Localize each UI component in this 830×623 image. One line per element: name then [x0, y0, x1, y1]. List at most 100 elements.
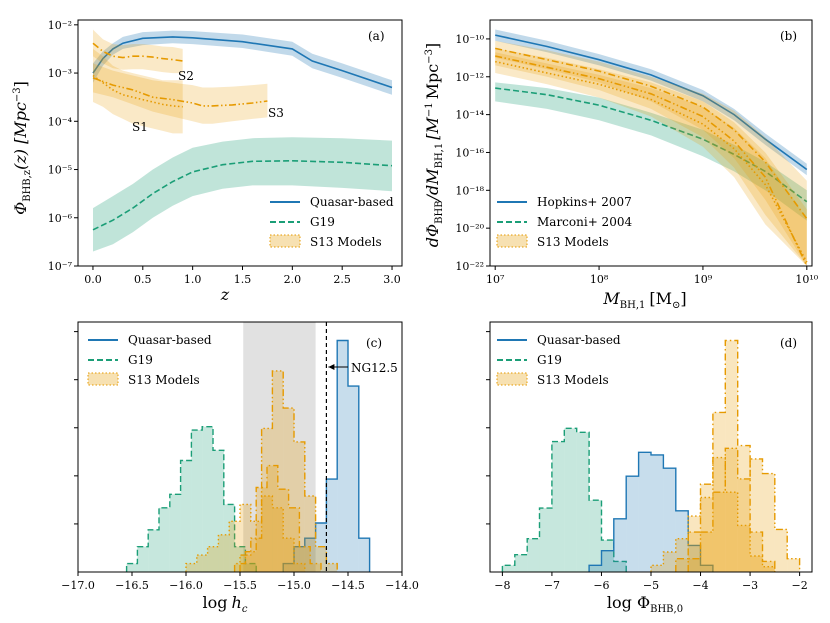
- legend-c-swatch-s13: [87, 372, 119, 386]
- ytick-label-b-6: 10⁻¹⁰: [455, 33, 484, 46]
- bar-d-g19-2: [527, 538, 540, 572]
- bar-c-g19-3: [159, 507, 170, 572]
- bar-c-g19-11: [245, 563, 257, 572]
- ytick-label-a-2: 10⁻⁵: [48, 164, 72, 177]
- line-b-hopkins-2007: [495, 34, 808, 171]
- bar-c-s13-dotted-10: [294, 563, 305, 572]
- xtick-label-c-5: −14.5: [331, 579, 365, 592]
- ytick-label-b-1: 10⁻²⁰: [455, 222, 484, 235]
- panel-a-ylabel: ΦBHB,z(z) [Mpc−3]: [11, 81, 33, 215]
- bar-c-s13-dotted-1: [196, 555, 208, 572]
- ng125-label: NG12.5: [351, 361, 398, 375]
- bar-d-s13-dashdot-6: [750, 532, 763, 572]
- xtick-label-d-5: −3: [742, 579, 758, 592]
- ytick-label-b-3: 10⁻¹⁶: [455, 146, 484, 159]
- plot-area-a: [92, 29, 393, 252]
- bar-c-s13-dashdotdot-7: [315, 546, 327, 572]
- legend-a-g19: G19: [310, 215, 335, 229]
- axes-frame-b: [489, 19, 813, 267]
- bar-c-s13-dashdot-4: [277, 489, 289, 572]
- legend-c-s13-models: S13 Models: [128, 373, 200, 387]
- legend-d-s13-models: S13 Models: [537, 373, 609, 387]
- bar-d-s13-dashdotdot-8: [787, 558, 800, 572]
- panel-d-density-histogram: −8 −7 −6 −5 −4 −3 −2 (d) Quasar-based G19 S13 …: [486, 321, 813, 615]
- ytick-label-a-3: 10⁻⁴: [48, 115, 73, 128]
- bar-d-s13-dashdotdot-3: [725, 448, 738, 572]
- bar-d-g19-5: [564, 428, 577, 572]
- legend-d: Quasar-based G19 S13 Models: [496, 333, 621, 387]
- panel-c-label: (c): [366, 336, 382, 350]
- line-a-quasar-based: [92, 36, 393, 89]
- ytick-label-b-5: 10⁻¹²: [455, 71, 484, 84]
- bar-d-s13-dashdotdot-4: [737, 478, 751, 572]
- shaded-region-c: [243, 322, 316, 572]
- xtick-label-c-4: −15.0: [277, 579, 311, 592]
- panel-a-label: (a): [368, 29, 385, 43]
- bar-c-s13-dashdot-5: [288, 507, 300, 572]
- series-c-g19: [125, 426, 257, 572]
- legend-a-s13-models: S13 Models: [310, 235, 382, 249]
- panel-b-label: (b): [780, 29, 797, 43]
- bar-d-s13-dotted-0: [651, 565, 664, 572]
- bar-d-quasar-based-9: [700, 565, 713, 572]
- xtick-label-a-0: 0.0: [84, 273, 102, 286]
- bar-d-s13-dotted-7: [737, 525, 751, 572]
- bar-c-s13-dotted-0: [186, 563, 197, 572]
- bar-d-quasar-based-6: [663, 468, 676, 572]
- xtick-label-c-3: −15.5: [223, 579, 257, 592]
- xtick-label-a-3: 1.5: [234, 273, 252, 286]
- legend-d-quasar-based: Quasar-based: [537, 333, 621, 347]
- bar-c-s13-dashdot-6: [299, 546, 311, 572]
- bar-d-s13-dotted-8: [750, 556, 763, 572]
- bar-c-g19-2: [148, 529, 159, 572]
- band-a-2: [93, 48, 183, 134]
- bar-d-s13-dashdot-7: [762, 561, 775, 572]
- bar-c-s13-dashdotdot-0: [240, 555, 251, 572]
- legend-d-swatch-s13: [496, 372, 528, 386]
- bar-d-g19-3: [539, 508, 552, 572]
- line-a-s2: [92, 42, 183, 62]
- band-b-1: [495, 82, 807, 221]
- annotation-s1: S1: [132, 120, 148, 134]
- bar-d-quasar-based-5: [651, 454, 664, 572]
- band-b-0: [495, 29, 807, 176]
- bar-d-s13-dotted-9: [762, 566, 775, 572]
- outline-c-s13-dashdotdot: [239, 370, 338, 572]
- xtick-label-d-6: −2: [792, 579, 808, 592]
- legend-b-s13-models: S13 Models: [537, 235, 609, 249]
- bar-c-s13-dashdotdot-5: [294, 441, 305, 572]
- bar-d-s13-dashdotdot-6: [762, 473, 775, 572]
- xtick-label-b-1: 10⁸: [590, 273, 609, 286]
- ng125-arrowhead: [328, 364, 335, 370]
- bar-c-g19-9: [223, 504, 235, 572]
- outline-d-g19: [501, 427, 627, 572]
- bar-d-s13-dashdotdot-7: [774, 529, 788, 572]
- xtick-label-b-0: 10⁷: [486, 273, 505, 286]
- band-b-4: [495, 48, 807, 266]
- bar-d-quasar-based-3: [626, 476, 639, 572]
- panel-a-xlabel: z: [220, 285, 230, 304]
- panel-b-xlabel: MBH,1 [M⊙]: [602, 289, 686, 311]
- xtick-label-d-1: −7: [544, 579, 560, 592]
- band-a-3: [93, 29, 183, 74]
- band-a-1: [93, 137, 392, 252]
- bar-c-g19-6: [191, 430, 203, 572]
- bar-c-s13-dashdot-7: [310, 563, 321, 572]
- bar-c-g19-10: [234, 546, 246, 572]
- xtick-label-a-1: 0.5: [134, 273, 152, 286]
- ytick-label-a-4: 10⁻³: [48, 67, 72, 80]
- bar-d-quasar-based-7: [675, 510, 689, 572]
- xtick-label-c-6: −14.0: [385, 579, 419, 592]
- bar-c-g19-1: [137, 546, 149, 572]
- bar-c-s13-dashdotdot-4: [283, 408, 294, 572]
- legend-b-marconi-2004: Marconi+ 2004: [537, 215, 632, 229]
- bar-c-g19-5: [180, 460, 192, 572]
- bar-d-s13-dashdotdot-2: [712, 492, 726, 572]
- outline-d-quasar-based: [588, 451, 714, 572]
- xtick-label-d-4: −4: [692, 579, 708, 592]
- annotation-s2: S2: [178, 69, 194, 83]
- bar-c-s13-dashdotdot-1: [250, 538, 262, 572]
- legend-b: Hopkins+ 2007 Marconi+ 2004 S13 Models: [496, 195, 632, 249]
- bar-c-quasar-based-1: [294, 546, 305, 572]
